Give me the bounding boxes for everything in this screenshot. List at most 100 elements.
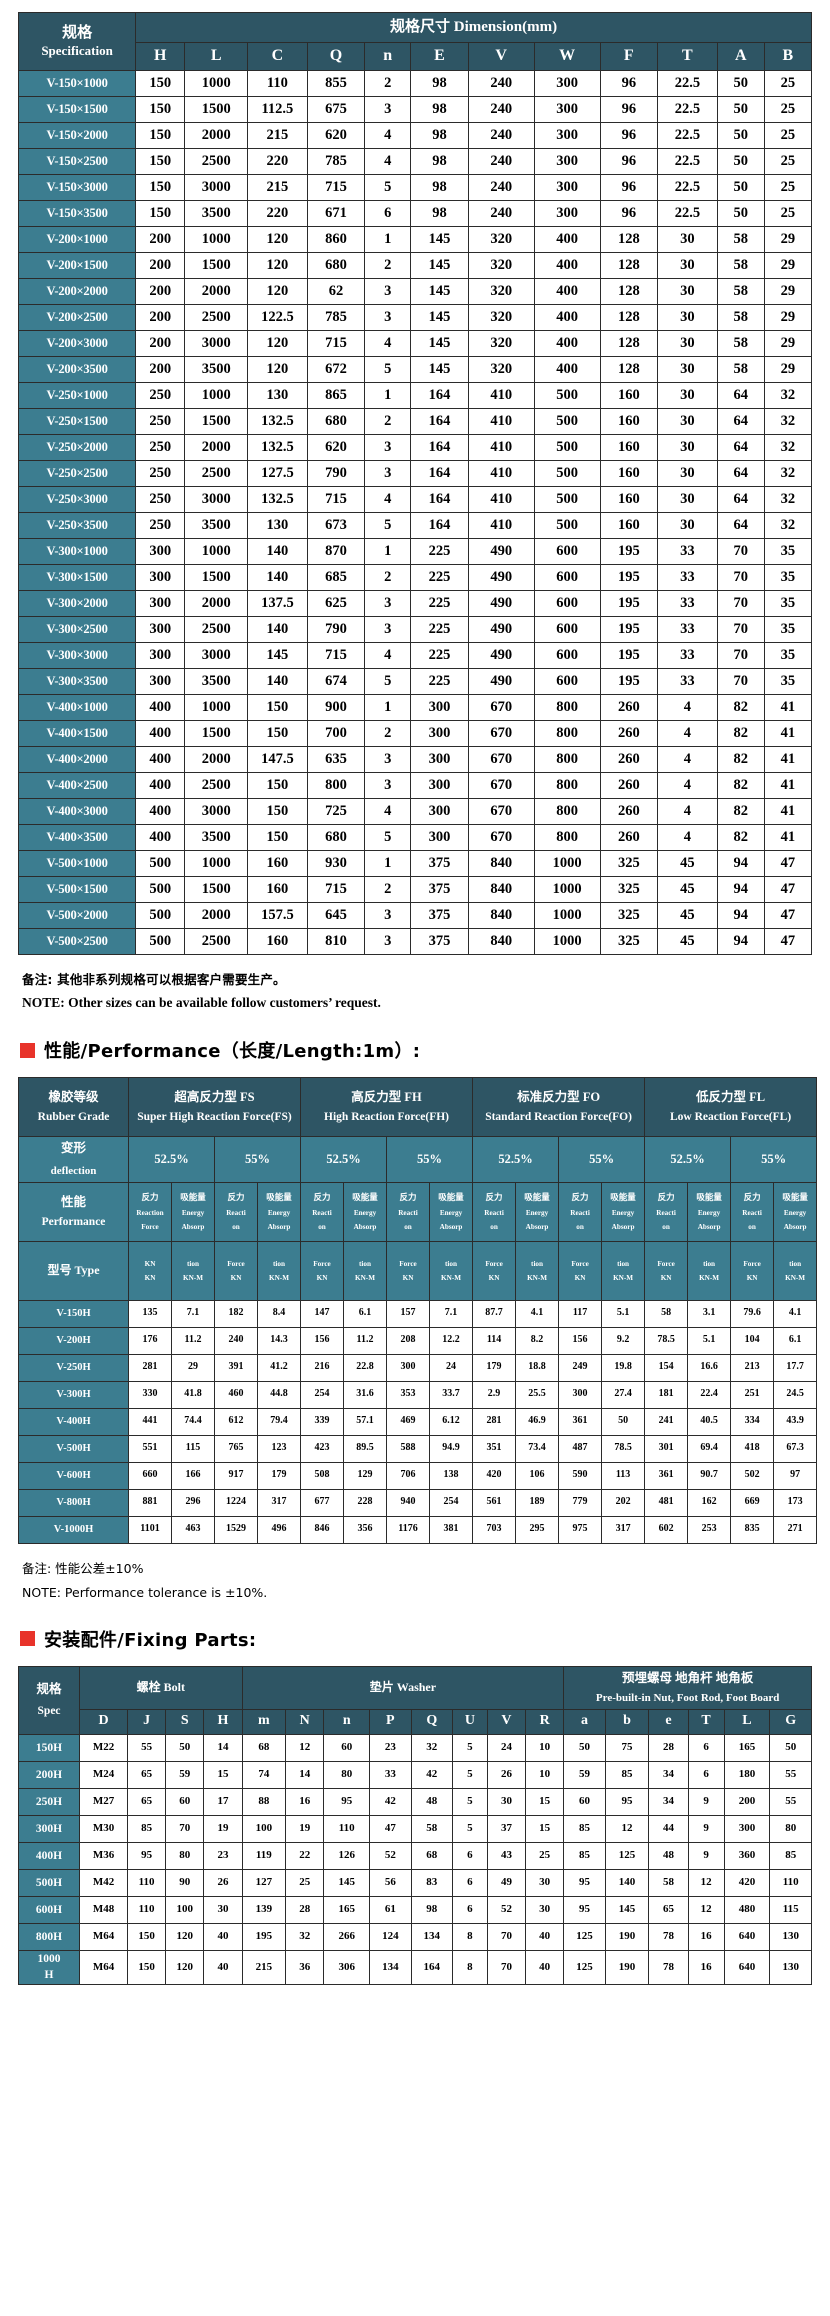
dimension-cell-0-5: 98 (410, 70, 469, 97)
table-row: V-200H 176 11.2 240 14.3 156 11.2 208 12.2 114 8.2… (18, 1326, 818, 1355)
performance-cell-6-2: 917 (214, 1461, 258, 1490)
fixing-cell-4-15: 9 (687, 1841, 725, 1870)
table-row: V-150×1500 150 1500 112.5 675 3 98 240 300 96 22.5… (17, 96, 813, 123)
dimension-cell-9-1: 2500 (184, 304, 249, 331)
fixing-cell-7-3: 40 (203, 1922, 243, 1951)
dimension-cell-22-3: 715 (306, 642, 366, 669)
performance-cell-7-4: 677 (300, 1488, 344, 1517)
table-row: 150H M22 55 50 14 68 12 60 23 32 5 24 10 50 75 28 6 165 50 (17, 1733, 812, 1762)
fixing-cell-2-9: 5 (451, 1787, 488, 1816)
fixing-cell-8-8: 164 (410, 1949, 453, 1985)
table-row: 400H M36 95 80 23 119 22 126 52 68 6 43 25 85 125 48 9 36… (17, 1841, 812, 1870)
dimension-cell-32-9: 45 (657, 902, 718, 929)
dimension-cell-27-11: 41 (763, 772, 813, 799)
dimension-cell-21-6: 490 (467, 616, 535, 643)
performance-cell-2-3: 41.2 (257, 1353, 301, 1382)
table-row: V-800H 881 296 1224 317 677 228 940 254 561 189 779… (18, 1488, 818, 1517)
dimension-cell-2-1: 2000 (184, 122, 249, 149)
dimension-cell-13-0: 250 (135, 408, 186, 435)
dimension-row-label-7: V-200×1500 (17, 252, 137, 279)
fixing-cell-8-15: 16 (687, 1949, 725, 1985)
dimension-cell-14-4: 3 (364, 434, 412, 461)
fixing-column-header-b-13: b (604, 1708, 650, 1735)
dimension-cell-2-7: 300 (533, 122, 601, 149)
dimension-row-label-27: V-400×2500 (17, 772, 137, 799)
performance-header-row-grades: 橡胶等级 Rubber Grade 超高反力型 FS Super High React… (18, 1077, 818, 1137)
fixing-cell-8-0: M64 (79, 1949, 129, 1985)
fixing-cell-8-6: 306 (323, 1949, 371, 1985)
fixing-cell-6-17: 115 (769, 1895, 812, 1924)
dimension-cell-22-6: 490 (467, 642, 535, 669)
performance-cell-1-4: 156 (300, 1326, 344, 1355)
performance-cell-2-0: 281 (128, 1353, 172, 1382)
dimension-row-label-20: V-300×2000 (17, 590, 137, 617)
deflection-value-0: 52.5% (128, 1136, 215, 1183)
table-row: V-400×3000 400 3000 150 725 4 300 670 800 260 4 82 4… (17, 798, 813, 825)
performance-cell-0-7: 7.1 (428, 1299, 474, 1328)
fixing-cell-5-13: 140 (604, 1868, 650, 1897)
fixing-cell-3-2: 70 (165, 1814, 205, 1843)
dimension-cell-28-7: 800 (533, 798, 601, 825)
dimension-cell-10-3: 715 (306, 330, 366, 357)
fixing-row-label-8: 1000 H (17, 1949, 81, 1985)
dimension-row-label-21: V-300×2500 (17, 616, 137, 643)
dimension-row-label-9: V-200×2500 (17, 304, 137, 331)
note2-cn: 备注: 性能公差±10% (22, 1560, 144, 1576)
fixing-cell-8-17: 130 (769, 1949, 812, 1985)
dimension-cell-12-10: 64 (716, 382, 765, 409)
dimension-cell-12-9: 30 (657, 382, 718, 409)
fixing-cell-8-4: 215 (241, 1949, 287, 1985)
performance-cell-1-3: 14.3 (257, 1326, 301, 1355)
dimension-row-label-3: V-150×2500 (17, 148, 137, 175)
dimension-cell-12-1: 1000 (184, 382, 249, 409)
fixing-row-label-3: 300H (17, 1814, 81, 1843)
performance-cell-3-13: 22.4 (687, 1380, 732, 1409)
fixing-spec-header: 规格 Spec (17, 1665, 81, 1735)
dimension-cell-4-9: 22.5 (657, 174, 718, 201)
dimension-cell-2-2: 215 (247, 122, 308, 149)
fixing-cell-4-16: 360 (723, 1841, 771, 1870)
dimension-cell-28-1: 3000 (184, 798, 249, 825)
dimension-cell-3-11: 25 (763, 148, 813, 175)
dimension-cell-30-5: 375 (410, 850, 469, 877)
performance-cell-7-13: 162 (687, 1488, 732, 1517)
dimension-cell-10-1: 3000 (184, 330, 249, 357)
table-row: V-150×2000 150 2000 215 620 4 98 240 300 96 22.5 50… (17, 122, 813, 149)
fixing-cell-4-0: M36 (79, 1841, 129, 1870)
performance-cell-5-15: 67.3 (773, 1434, 818, 1463)
dimension-cell-18-0: 300 (135, 538, 186, 565)
table-row: V-300×2000 300 2000 137.5 625 3 225 490 600 195 33… (17, 590, 813, 617)
fixing-cell-3-8: 58 (410, 1814, 453, 1843)
dimension-row-label-0: V-150×1000 (17, 70, 137, 97)
dimension-cell-8-11: 29 (763, 278, 813, 305)
dimension-cell-12-5: 164 (410, 382, 469, 409)
dimension-cell-5-4: 6 (364, 200, 412, 227)
deflection-value-6: 52.5% (644, 1136, 732, 1183)
dimension-cell-29-10: 82 (716, 824, 765, 851)
performance-cell-4-6: 469 (386, 1407, 430, 1436)
dimension-cell-5-1: 3500 (184, 200, 249, 227)
table-row: V-200×2000 200 2000 120 62 3 145 320 400 128 30 58 2… (17, 278, 813, 305)
dimension-cell-25-4: 2 (364, 720, 412, 747)
fixing-column-header-n-6: n (323, 1708, 371, 1735)
dimension-cell-6-2: 120 (247, 226, 308, 253)
dimension-cell-32-8: 325 (599, 902, 659, 929)
dimension-cell-8-2: 120 (247, 278, 308, 305)
dimension-column-header-a-10: A (716, 42, 765, 71)
dimension-cell-4-10: 50 (716, 174, 765, 201)
fixing-cell-7-13: 190 (604, 1922, 650, 1951)
dimension-cell-25-5: 300 (410, 720, 469, 747)
dimension-cell-8-3: 62 (306, 278, 366, 305)
dimension-cell-23-4: 5 (364, 668, 412, 695)
fixing-cell-0-8: 32 (410, 1733, 453, 1762)
dimension-cell-31-3: 715 (306, 876, 366, 903)
performance-cell-7-9: 189 (515, 1488, 560, 1517)
performance-cell-8-14: 835 (730, 1515, 775, 1544)
performance-cell-3-1: 41.8 (171, 1380, 215, 1409)
dimension-cell-15-4: 3 (364, 460, 412, 487)
dimension-row-label-10: V-200×3000 (17, 330, 137, 357)
performance-cell-7-10: 779 (558, 1488, 603, 1517)
performance-cell-2-9: 18.8 (515, 1353, 560, 1382)
fixing-column-header-h-3: H (203, 1708, 243, 1735)
dimension-cell-26-4: 3 (364, 746, 412, 773)
